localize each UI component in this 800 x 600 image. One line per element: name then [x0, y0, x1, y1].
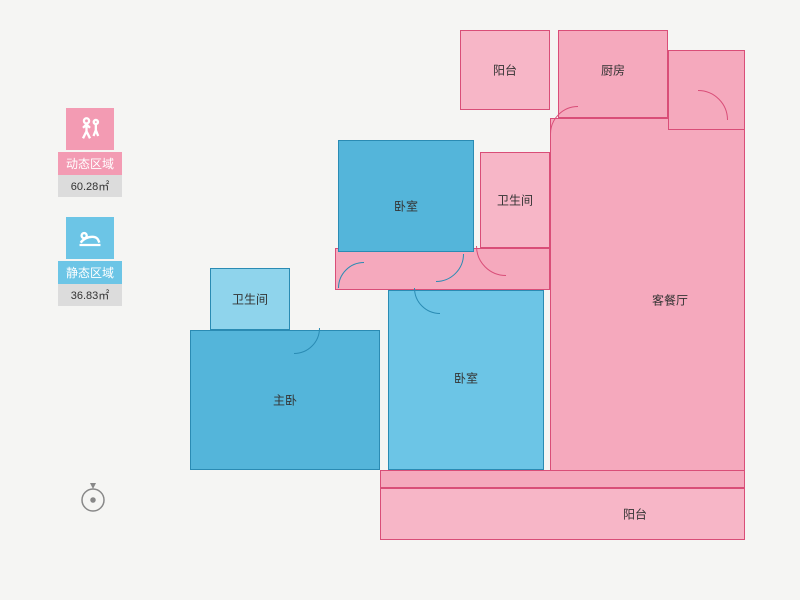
room-label-kitchen: 厨房 — [601, 62, 625, 79]
room-label-bedroom2: 卧室 — [454, 370, 478, 387]
sleep-icon — [66, 217, 114, 259]
room-label-balcony-bot: 阳台 — [623, 506, 647, 523]
room-label-master: 主卧 — [273, 392, 297, 409]
room-living — [550, 118, 745, 488]
legend-active: 动态区域 60.28㎡ — [58, 108, 122, 197]
room-bottom-strip — [380, 470, 745, 488]
compass-icon — [78, 480, 108, 514]
legend-active-value: 60.28㎡ — [58, 175, 122, 197]
room-label-bathroom1: 卫生间 — [497, 192, 533, 209]
legend-static-label: 静态区域 — [58, 261, 122, 284]
room-label-balcony-top: 阳台 — [493, 62, 517, 79]
floorplan: 阳台厨房客餐厅卫生间阳台卧室卫生间主卧卧室 — [190, 30, 750, 570]
room-label-living: 客餐厅 — [652, 292, 688, 309]
legend-panel: 动态区域 60.28㎡ 静态区域 36.83㎡ — [58, 108, 122, 326]
room-label-bedroom1: 卧室 — [394, 198, 418, 215]
room-label-bathroom2: 卫生间 — [232, 291, 268, 308]
room-balcony-bot — [380, 488, 745, 540]
people-icon — [66, 108, 114, 150]
room-bedroom1 — [338, 140, 474, 252]
legend-static: 静态区域 36.83㎡ — [58, 217, 122, 306]
legend-active-label: 动态区域 — [58, 152, 122, 175]
legend-static-value: 36.83㎡ — [58, 284, 122, 306]
